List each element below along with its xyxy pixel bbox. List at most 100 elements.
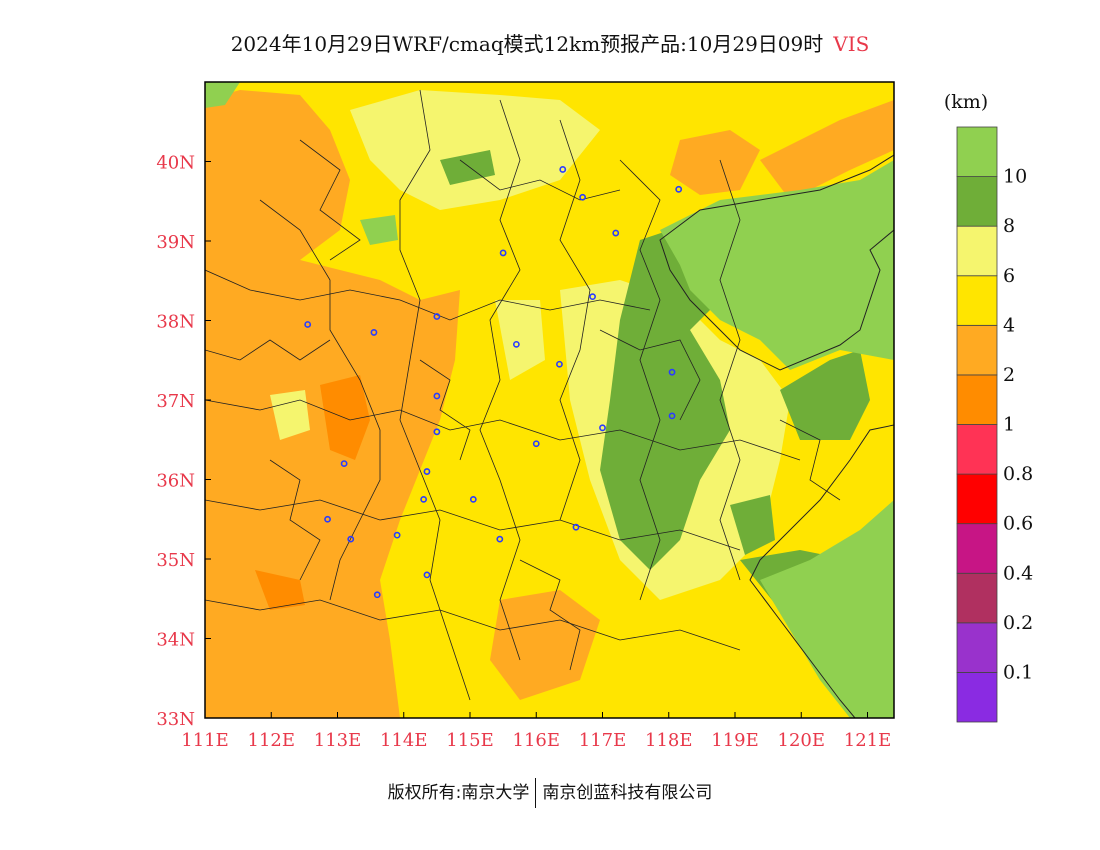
legend-swatch xyxy=(956,374,998,425)
station-marker xyxy=(668,368,676,376)
coastline xyxy=(659,154,894,371)
station-marker xyxy=(556,360,563,368)
station-marker xyxy=(433,428,441,436)
station-marker xyxy=(589,293,596,301)
station-marker xyxy=(423,571,431,579)
vis-region-6-8-mid xyxy=(495,300,545,380)
legend-colorbar: 0.1 0.2 0.4 0.6 0.8 1 2 4 6 8 10 xyxy=(956,126,1033,723)
legend-swatch xyxy=(956,523,998,574)
vis-region-8-10-se xyxy=(730,495,775,555)
map-area xyxy=(205,82,894,718)
legend-swatch xyxy=(956,324,998,376)
y-tick-label: 37N xyxy=(156,391,195,412)
x-tick-label: 119E xyxy=(711,730,759,751)
legend-swatch xyxy=(956,473,998,525)
copyright-footer: 版权所有:南京大学 南京创蓝科技有限公司 xyxy=(0,778,1100,808)
vis-region-2-4-ne xyxy=(670,130,760,195)
legend-swatch xyxy=(956,225,998,277)
y-tick-label: 36N xyxy=(156,471,195,492)
legend-swatch xyxy=(956,424,998,475)
vis-region-6-8-west xyxy=(270,390,310,440)
y-tick-label: 33N xyxy=(156,709,195,730)
station-marker xyxy=(420,495,428,503)
station-marker xyxy=(304,321,312,328)
station-marker xyxy=(433,392,441,400)
legend-swatch xyxy=(956,176,998,227)
y-tick-label: 38N xyxy=(156,312,195,333)
station-marker xyxy=(675,185,683,193)
legend-swatch xyxy=(956,126,998,177)
vis-region-1-2-b xyxy=(255,570,305,610)
footer-divider xyxy=(535,778,537,808)
station-marker xyxy=(347,535,355,543)
chart-title: 2024年10月29日WRF/cmaq模式12km预报产品:10月29日09时 V… xyxy=(0,28,1100,57)
x-tick-label: 121E xyxy=(844,730,892,751)
x-tick-label: 118E xyxy=(645,730,693,751)
x-tick-label: 116E xyxy=(513,730,561,751)
legend-swatch xyxy=(956,275,998,326)
footer-company: 南京创蓝科技有限公司 xyxy=(542,783,713,803)
station-marker xyxy=(599,424,606,432)
station-markers xyxy=(304,166,683,599)
y-tick-label: 35N xyxy=(156,550,195,571)
station-marker xyxy=(499,249,507,257)
station-marker xyxy=(612,229,620,237)
vis-region-gt10-bohai xyxy=(660,160,894,370)
vis-region-gt10-yellow-sea xyxy=(760,500,894,718)
legend-label: 2 xyxy=(1003,364,1015,386)
station-marker xyxy=(370,329,378,336)
vis-region-1-2-a xyxy=(320,375,370,460)
x-tick-label: 112E xyxy=(248,730,296,751)
x-tick-label: 115E xyxy=(446,730,494,751)
y-axis-ticks: 40N 39N 38N 37N 36N 35N 34N 33N xyxy=(156,153,211,730)
legend-label: 0.4 xyxy=(1003,562,1033,584)
station-marker xyxy=(324,515,331,523)
station-marker xyxy=(668,412,676,420)
vis-region-8-10-east xyxy=(780,350,870,440)
station-marker xyxy=(512,340,520,348)
station-marker xyxy=(373,591,381,599)
x-tick-label: 114E xyxy=(380,730,428,751)
legend-label: 1 xyxy=(1003,414,1015,436)
legend-unit: (km) xyxy=(944,91,988,113)
station-marker xyxy=(340,460,348,467)
x-tick-label: 111E xyxy=(181,730,229,751)
legend-swatch xyxy=(956,672,998,723)
y-tick-label: 34N xyxy=(156,630,195,651)
legend-label: 4 xyxy=(1003,314,1015,336)
vis-region-2-4-south xyxy=(490,590,600,700)
legend-swatch xyxy=(956,572,998,624)
vis-region-gt10-nw xyxy=(205,82,240,108)
legend-label: 0.2 xyxy=(1003,612,1033,634)
station-marker xyxy=(423,468,431,475)
legend-label: 0.1 xyxy=(1003,661,1033,683)
legend-label: 0.8 xyxy=(1003,463,1033,485)
x-tick-label: 113E xyxy=(314,730,362,751)
station-marker xyxy=(393,531,401,539)
station-marker xyxy=(559,166,567,173)
legend-label: 0.6 xyxy=(1003,513,1033,535)
x-tick-label: 117E xyxy=(579,730,627,751)
station-marker xyxy=(433,313,441,320)
legend-label: 10 xyxy=(1003,166,1027,188)
legend-label: 8 xyxy=(1003,215,1015,237)
coastline-south xyxy=(749,424,894,718)
x-tick-label: 120E xyxy=(778,730,826,751)
y-tick-label: 39N xyxy=(156,232,195,253)
station-marker xyxy=(579,193,587,201)
legend-label: 6 xyxy=(1003,265,1015,287)
legend-swatch xyxy=(956,622,998,673)
title-main: 2024年10月29日WRF/cmaq模式12km预报产品:10月29日09时 xyxy=(230,32,824,56)
admin-boundaries xyxy=(205,89,841,701)
y-tick-label: 40N xyxy=(156,153,195,174)
vis-region-6-8-north xyxy=(350,90,600,210)
x-axis-ticks: 111E 112E 113E 114E 115E 116E 117E 118E 119E 120E… xyxy=(181,712,891,751)
station-marker xyxy=(532,440,540,448)
vis-region-gt10-small xyxy=(360,215,398,245)
station-marker xyxy=(572,523,580,531)
footer-copyright: 版权所有:南京大学 xyxy=(387,783,530,803)
vis-region-2-4-coast xyxy=(760,100,894,200)
station-marker xyxy=(469,495,477,503)
title-variable: VIS xyxy=(833,32,870,56)
